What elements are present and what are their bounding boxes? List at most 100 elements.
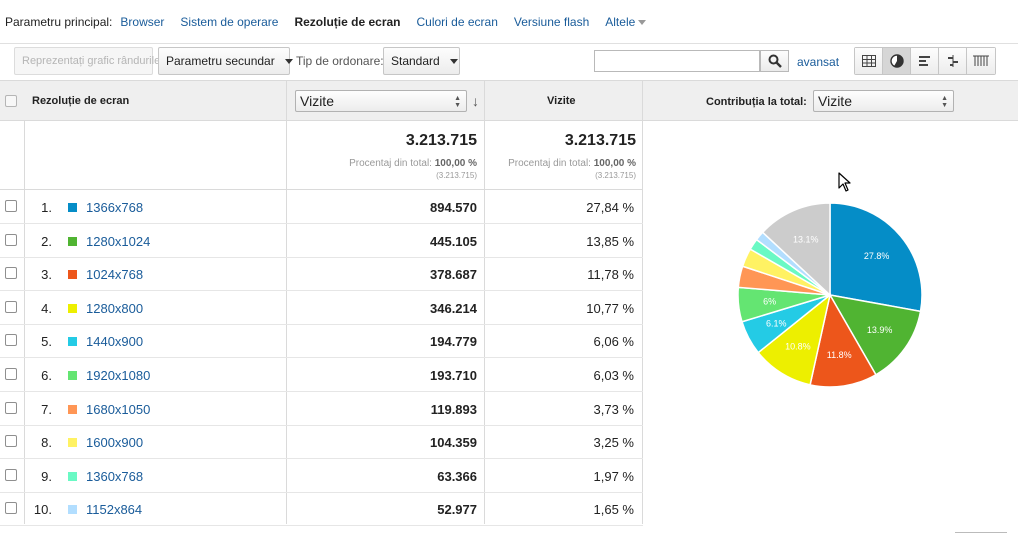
row-number: 4. [41, 300, 52, 316]
metric-select[interactable]: Vizite ▲ ▼ [295, 90, 467, 112]
table-row: 2. 1280x1024 445.105 13,85 % [0, 224, 643, 258]
row-number: 10. [33, 502, 52, 518]
advanced-filter-link[interactable]: avansat [797, 55, 840, 69]
row-dimension-link[interactable]: 1366x768 [86, 200, 144, 215]
bar-chart-icon [918, 56, 930, 66]
view-performance-button[interactable] [911, 48, 939, 74]
percent-pct-value: 100,00 % [593, 158, 636, 169]
row-checkbox[interactable] [5, 200, 17, 212]
row-checkbox[interactable] [5, 300, 17, 313]
caret-down-icon [449, 58, 458, 64]
row-percent: 3,25 % [593, 435, 634, 451]
visits-column-header[interactable]: Vizite [547, 95, 576, 107]
row-percent: 13,85 % [586, 233, 634, 249]
pie-slice[interactable] [809, 292, 877, 388]
table-row: 3. 1024x768 378.687 11,78 % [0, 257, 643, 292]
row-percent: 1,97 % [593, 468, 634, 484]
percent-total-sub: (3.213.715) [595, 171, 636, 180]
row-checkbox[interactable] [5, 401, 17, 414]
table-row: 4. 1280x800 346.214 10,77 % [0, 291, 643, 325]
plot-rows-button[interactable]: Reprezentați grafic rândurile [14, 47, 160, 75]
row-number: 2. [41, 233, 52, 249]
row-number: 9. [41, 468, 52, 484]
row-checkbox[interactable] [5, 435, 17, 448]
sort-descending-icon[interactable]: ↓ [472, 93, 479, 109]
pie-slice-label: 10.8% [785, 342, 811, 352]
row-checkbox[interactable] [5, 334, 17, 347]
dim-browser-link[interactable]: Browser [120, 14, 165, 29]
table-row: 5. 1440x900 194.779 6,06 % [0, 324, 643, 359]
row-visits: 894.570 [430, 200, 477, 215]
row-dimension-link[interactable]: 1440x900 [86, 334, 144, 350]
sort-type-dropdown[interactable]: Standard [383, 47, 460, 75]
dim-screen-resolution-link[interactable]: Rezoluție de ecran [294, 14, 401, 29]
updown-icon: ▲ ▼ [454, 95, 461, 109]
secondary-dimension-label: Parametru secundar [166, 54, 275, 68]
view-comparison-button[interactable] [939, 48, 967, 74]
row-visits: 52.977 [437, 502, 477, 518]
pivot-icon [973, 55, 989, 66]
row-dimension-link[interactable]: 1280x800 [86, 300, 144, 316]
visits-pct-label: Procentaj din total: [349, 158, 432, 169]
row-color-swatch [68, 404, 77, 414]
row-number: 5. [41, 334, 52, 350]
row-checkbox[interactable] [5, 502, 17, 515]
row-checkbox[interactable] [5, 267, 17, 280]
dim-os-link[interactable]: Sistem de operare [180, 14, 279, 29]
row-checkbox[interactable] [5, 468, 17, 481]
row-color-swatch [68, 236, 77, 246]
column-divider [286, 80, 287, 524]
row-color-swatch [68, 203, 77, 212]
pie-slice[interactable] [828, 293, 922, 376]
row-percent: 11,78 % [587, 267, 634, 283]
mouse-cursor-icon [838, 172, 851, 192]
row-dimension-link[interactable]: 1360x768 [86, 468, 144, 484]
scroll-edge [955, 532, 1007, 533]
row-dimension-link[interactable]: 1600x900 [86, 435, 144, 451]
dim-other-label: Altele [605, 14, 636, 29]
row-color-swatch [68, 505, 77, 515]
row-color-swatch [68, 337, 77, 347]
select-all-checkbox[interactable] [5, 95, 17, 107]
primary-dimension-bar: Parametru principal: Browser Sistem de o… [0, 0, 1018, 43]
row-dimension-link[interactable]: 1920x1080 [86, 368, 151, 383]
row-checkbox[interactable] [5, 233, 17, 246]
chevron-down-icon [638, 19, 647, 25]
row-checkbox[interactable] [5, 368, 17, 380]
totals-row: 3.213.715 Procentaj din total: 100,00 % … [0, 121, 643, 190]
percent-total: 3.213.715 [564, 132, 636, 149]
view-table-button[interactable] [855, 48, 883, 74]
view-pie-button[interactable] [883, 48, 911, 74]
pie-slice-label: 11.8% [827, 350, 852, 360]
metric-select-value: Vizite [300, 93, 334, 109]
row-percent: 10,77 % [586, 300, 634, 316]
view-pivot-button[interactable] [967, 48, 995, 74]
column-divider [484, 80, 485, 524]
row-dimension-link[interactable]: 1152x864 [86, 502, 143, 518]
table-row: 9. 1360x768 63.366 1,97 % [0, 459, 643, 493]
visits-pct-value: 100,00 % [434, 158, 477, 169]
column-divider [24, 121, 25, 524]
pie-slice[interactable] [761, 202, 831, 297]
row-visits: 193.710 [430, 368, 477, 383]
dimension-column-header[interactable]: Rezoluție de ecran [32, 95, 130, 107]
pie-slice-label: 27.8% [864, 251, 890, 261]
pie-slice[interactable] [829, 202, 923, 313]
row-color-swatch [68, 471, 77, 481]
row-dimension-link[interactable]: 1680x1050 [86, 401, 151, 417]
dim-screen-colors-link[interactable]: Culori de ecran [416, 14, 498, 29]
dim-flash-version-link[interactable]: Versiune flash [513, 14, 590, 29]
row-visits: 445.105 [430, 233, 477, 249]
column-divider [642, 80, 643, 524]
row-number: 6. [41, 368, 52, 383]
search-button[interactable] [760, 50, 789, 72]
row-dimension-link[interactable]: 1024x768 [86, 267, 144, 283]
contribution-label: Contribuția la total: [706, 96, 807, 108]
row-dimension-link[interactable]: 1280x1024 [86, 233, 151, 249]
view-switcher [854, 47, 996, 75]
secondary-dimension-dropdown[interactable]: Parametru secundar [158, 47, 293, 75]
dim-other-dropdown[interactable]: Altele [605, 14, 647, 29]
table-grid-icon [861, 55, 876, 67]
contribution-metric-select[interactable]: Vizite ▲ ▼ [813, 90, 954, 112]
search-input[interactable] [594, 50, 760, 72]
